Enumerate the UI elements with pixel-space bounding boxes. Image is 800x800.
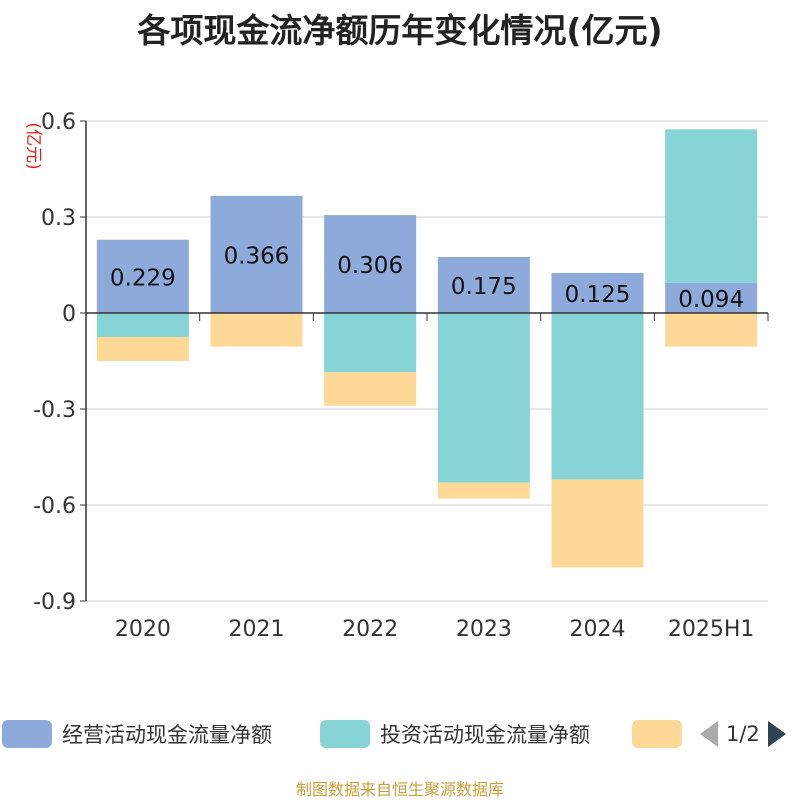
- data-label-2025H1: 0.094: [678, 287, 744, 313]
- data-label-2021: 0.366: [224, 243, 290, 269]
- legend: 经营活动现金流量净额 投资活动现金流量净额 1/2: [0, 714, 800, 754]
- axes: [80, 120, 769, 602]
- y-tick-label-0: 0.6: [41, 110, 76, 135]
- data-label-2024: 0.125: [565, 282, 631, 308]
- bar-s0-2021: [210, 195, 303, 313]
- y-tick-label-4: -0.6: [33, 494, 76, 519]
- x-tick-label-2023: 2023: [456, 617, 512, 642]
- x-tick-label-2025H1: 2025H1: [668, 617, 755, 642]
- bar-s1-2025H1: [665, 129, 758, 283]
- y-tick-label-3: -0.3: [33, 398, 76, 423]
- x-tick-labels: 2020 2021 2022 2023 2024 2025H1: [115, 617, 755, 642]
- data-label-2020: 0.229: [110, 265, 176, 291]
- legend-label-operating: 经营活动现金流量净额: [62, 723, 272, 747]
- bar-s2-2020: [96, 337, 189, 361]
- chart-title: 各项现金流净额历年变化情况(亿元): [137, 11, 663, 50]
- bar-s0-2024: [551, 273, 644, 313]
- data-source-note: 制图数据来自恒生聚源数据库: [295, 780, 504, 799]
- bars: [96, 129, 758, 568]
- legend-swatch-financing: [632, 720, 682, 748]
- x-tick-label-2020: 2020: [115, 617, 171, 642]
- data-labels: 0.229 0.366 0.306 0.175 0.125 0.094: [110, 243, 744, 313]
- legend-swatch-operating: [2, 720, 52, 748]
- bar-s0-2020: [96, 239, 189, 313]
- legend-item-investing[interactable]: 投资活动现金流量净额: [320, 714, 590, 754]
- legend-label-investing: 投资活动现金流量净额: [380, 723, 590, 747]
- bar-s1-2023: [437, 313, 530, 483]
- x-tick-label-2022: 2022: [342, 617, 398, 642]
- bar-s2-2024: [551, 479, 644, 568]
- y-tick-label-1: 0.3: [41, 206, 76, 231]
- legend-item-operating[interactable]: 经营活动现金流量净额: [2, 714, 272, 754]
- bar-s1-2022: [324, 313, 417, 373]
- bar-s2-2021: [210, 313, 303, 347]
- pager-next-icon[interactable]: [767, 721, 786, 747]
- y-tick-label-2: 0: [62, 302, 76, 327]
- pager-prev-icon[interactable]: [700, 721, 718, 747]
- data-label-2022: 0.306: [337, 253, 403, 279]
- bar-s0-2025H1: [665, 282, 758, 313]
- bar-s0-2022: [324, 215, 417, 313]
- bar-s1-2024: [551, 313, 644, 480]
- bar-s0-2023: [437, 257, 530, 313]
- x-tick-label-2024: 2024: [570, 617, 626, 642]
- y-axis-label: (亿元): [23, 122, 43, 169]
- data-label-2023: 0.175: [451, 274, 517, 300]
- x-tick-label-2021: 2021: [229, 617, 285, 642]
- y-tick-labels: 0.6 0.3 0 -0.3 -0.6 -0.9: [33, 110, 76, 615]
- bar-s1-2020: [96, 313, 189, 337]
- legend-swatch-investing: [320, 720, 370, 748]
- legend-item-financing[interactable]: [632, 714, 692, 754]
- chart-area: 0.6 0.3 0 -0.3 -0.6 -0.9 2020 2021 2022 2023 2024…: [23, 110, 769, 642]
- legend-pager: 1/2: [700, 714, 786, 754]
- y-tick-label-5: -0.9: [33, 590, 76, 615]
- bar-s2-2023: [437, 482, 530, 499]
- pager-text: 1/2: [726, 722, 760, 746]
- bar-s2-2025H1: [665, 313, 758, 347]
- bar-s2-2022: [324, 372, 417, 406]
